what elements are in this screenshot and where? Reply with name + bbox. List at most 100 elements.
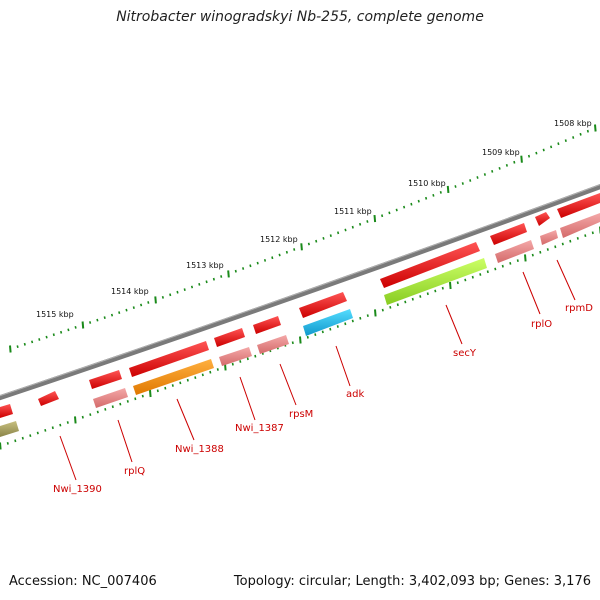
outer-tick-minor: [322, 237, 325, 240]
outer-tick-minor: [96, 318, 99, 322]
outer-tick-minor: [579, 132, 582, 136]
outer-scale-ticks: [9, 124, 597, 353]
inner-tick-minor: [209, 370, 212, 374]
gene-bar[interactable]: [540, 230, 558, 245]
gene-bar[interactable]: [219, 347, 252, 366]
inner-tick-minor: [51, 426, 54, 430]
cds-arrow[interactable]: [0, 404, 13, 418]
cds-arrow[interactable]: [214, 328, 245, 347]
inner-tick-minor: [321, 330, 324, 334]
outer-tick-minor: [140, 303, 143, 307]
leader-lines: [59, 259, 576, 481]
feature-secY[interactable]: [380, 242, 487, 305]
gene-bar[interactable]: [257, 335, 289, 354]
inner-tick-minor: [569, 239, 572, 243]
gene-bar[interactable]: [0, 421, 19, 437]
genome-backbone: [0, 184, 600, 401]
gene-bar[interactable]: [560, 213, 600, 238]
feature-rplO-small[interactable]: [535, 212, 558, 245]
feature-rpmD[interactable]: [557, 193, 600, 238]
gene-bar[interactable]: [133, 359, 214, 395]
feature-rplO[interactable]: [490, 223, 534, 263]
scale-label-1513: 1513 kbp: [186, 261, 224, 270]
inner-tick-minor: [164, 386, 167, 390]
outer-tick-minor: [271, 256, 274, 260]
gene-label-secY[interactable]: secY: [453, 348, 477, 359]
inner-tick-minor: [509, 262, 512, 265]
gene-label-rpsM[interactable]: rpsM: [289, 409, 313, 420]
feature-Nwi_1388[interactable]: [129, 341, 214, 395]
inner-tick-minor: [89, 413, 92, 416]
inner-tick-minor: [246, 357, 249, 361]
gene-label-rplQ[interactable]: rplQ: [124, 466, 145, 477]
outer-tick-minor: [125, 308, 128, 312]
cds-arrow[interactable]: [38, 391, 59, 406]
feature-rplQ[interactable]: [89, 370, 128, 408]
inner-tick-minor: [576, 237, 579, 240]
outer-tick-major: [594, 124, 597, 132]
outer-tick-minor: [212, 277, 215, 281]
outer-tick-minor: [103, 316, 106, 319]
outer-tick-minor: [564, 139, 567, 142]
inner-tick-minor: [36, 431, 39, 435]
cds-arrow[interactable]: [299, 292, 347, 318]
gene-bar[interactable]: [495, 240, 534, 263]
inner-tick-minor: [591, 231, 594, 235]
outer-tick-minor: [307, 242, 310, 246]
cds-arrow[interactable]: [129, 341, 209, 377]
cds-arrow[interactable]: [490, 223, 527, 245]
cds-arrow[interactable]: [89, 370, 122, 389]
outer-tick-minor: [220, 275, 223, 278]
gene-label-rpmD[interactable]: rpmD: [565, 303, 593, 314]
outer-tick-minor: [395, 208, 398, 212]
outer-tick-major: [81, 321, 85, 329]
outer-tick-minor: [315, 239, 318, 243]
feature-adk[interactable]: [299, 292, 353, 336]
cds-arrow[interactable]: [380, 242, 480, 288]
cds-arrow[interactable]: [557, 193, 600, 218]
gene-bar[interactable]: [93, 388, 128, 408]
inner-tick-minor: [419, 295, 422, 298]
gene-label-adk[interactable]: adk: [346, 389, 364, 400]
gene-label-rplO[interactable]: rplO: [531, 319, 552, 330]
scale-label-1509: 1509 kbp: [482, 148, 520, 157]
outer-tick-minor: [351, 225, 354, 229]
outer-tick-minor: [23, 342, 26, 346]
gene-label-Nwi_1390[interactable]: Nwi_1390: [53, 484, 102, 495]
map-title: Nitrobacter winogradskyi Nb-255, complet…: [116, 9, 484, 25]
inner-tick-minor: [171, 384, 174, 387]
inner-tick-major: [524, 254, 527, 262]
feature-Nwi_1390-small[interactable]: [38, 391, 59, 406]
outer-tick-minor: [491, 170, 494, 173]
inner-tick-minor: [344, 322, 347, 326]
outer-tick-minor: [344, 228, 347, 232]
outer-tick-minor: [161, 296, 164, 299]
outer-tick-minor: [60, 330, 63, 334]
inner-tick-minor: [186, 378, 189, 382]
outer-tick-minor: [285, 250, 288, 254]
gene-label-Nwi_1387[interactable]: Nwi_1387: [235, 423, 284, 434]
gene-bar[interactable]: [303, 309, 353, 336]
scale-label-1514: 1514 kbp: [111, 287, 149, 296]
outer-tick-minor: [432, 194, 435, 197]
gene-bar[interactable]: [384, 258, 487, 305]
outer-tick-minor: [439, 191, 442, 194]
outer-tick-minor: [557, 142, 560, 146]
feature-rpsM[interactable]: [253, 316, 289, 354]
gene-label-Nwi_1388[interactable]: Nwi_1388: [175, 444, 224, 455]
outer-tick-minor: [381, 214, 384, 218]
feature-Nwi_1390[interactable]: [0, 404, 19, 437]
cds-arrow[interactable]: [535, 212, 550, 226]
feature-Nwi_1387[interactable]: [214, 328, 252, 366]
inner-tick-minor: [194, 376, 197, 379]
inner-tick-minor: [464, 278, 467, 282]
inner-tick-minor: [471, 275, 474, 279]
outer-tick-minor: [74, 326, 77, 329]
inner-tick-minor: [396, 303, 399, 307]
cds-arrow[interactable]: [253, 316, 281, 334]
outer-tick-minor: [263, 259, 267, 262]
outer-tick-minor: [169, 293, 172, 297]
outer-tick-minor: [586, 129, 589, 133]
inner-tick-minor: [516, 259, 519, 262]
